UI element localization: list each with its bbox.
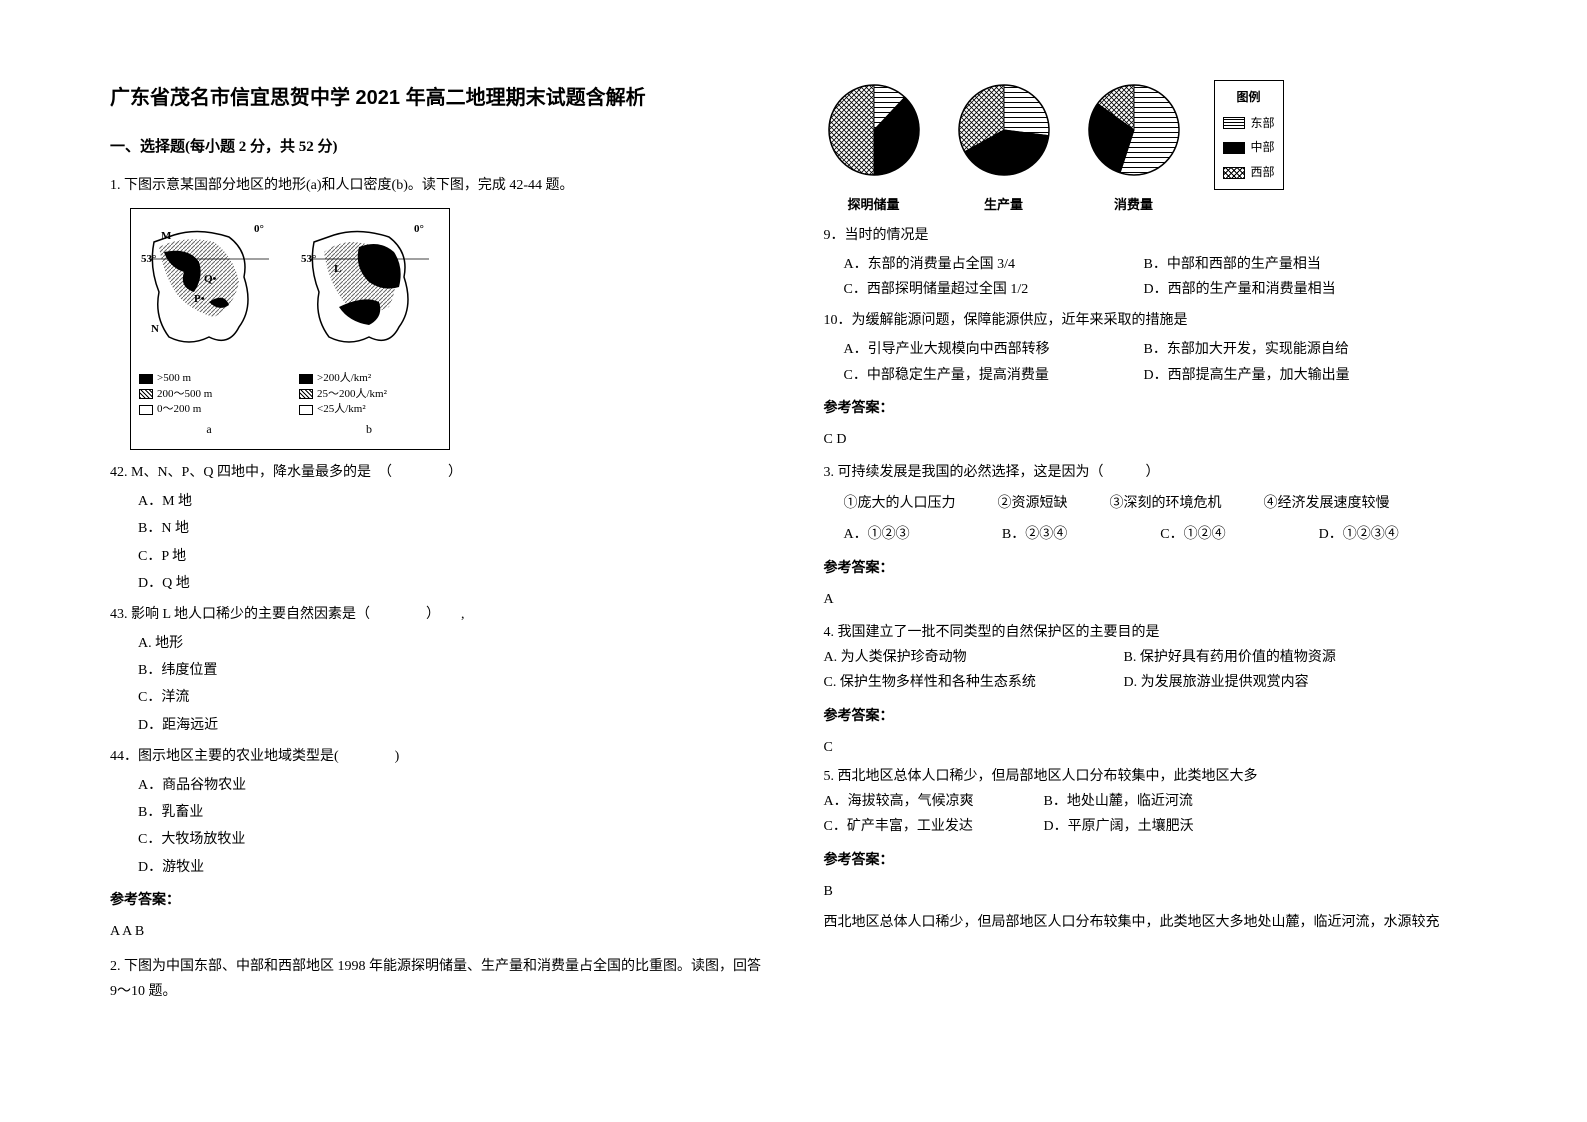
map-panel-b: L 0° 53° >200人/km² 25～200人/km² <25人/km² … — [299, 217, 439, 441]
map-container: M N P• Q• 0° 53° >500 m 200～500 m 0～200 … — [130, 208, 450, 450]
svg-text:Q•: Q• — [204, 273, 217, 285]
q3-items: ①庞大的人口压力 ②资源短缺 ③深刻的环境危机 ④经济发展速度较慢 — [844, 491, 1478, 516]
pie-row: 探明储量 生产量 消费量 图例 东部 中部 西部 — [824, 80, 1478, 217]
q5-answer: B — [824, 879, 1478, 904]
q43-opt-b: B．纬度位置 — [138, 658, 764, 683]
pie-production: 生产量 — [954, 80, 1054, 217]
q44-opt-b: B．乳畜业 — [138, 800, 764, 825]
pie2-svg — [954, 80, 1054, 180]
legend-west: 西部 — [1251, 162, 1275, 184]
q5-opt-b: B．地处山麓，临近河流 — [1044, 789, 1193, 814]
svg-text:M: M — [161, 230, 172, 242]
q43-options: A. 地形 B．纬度位置 C．洋流 D．距海远近 — [138, 631, 764, 738]
q44-opt-c: C．大牧场放牧业 — [138, 827, 764, 852]
pie-consumption: 消费量 — [1084, 80, 1184, 217]
q9-opt-c: C．西部探明储量超过全国 1/2 — [844, 277, 1144, 302]
right-column: 探明储量 生产量 消费量 图例 东部 中部 西部 9．当时的情况是 A．东部的消… — [794, 80, 1498, 1082]
q1-intro: 1. 下图示意某国部分地区的地形(a)和人口密度(b)。读下图，完成 42-44… — [110, 173, 764, 198]
q4-opt-d: D. 为发展旅游业提供观赏内容 — [1124, 670, 1309, 695]
pie1-label: 探明储量 — [824, 193, 924, 216]
q10-opt-d: D．西部提高生产量，加大输出量 — [1144, 363, 1350, 388]
svg-text:N: N — [151, 323, 159, 335]
pie-reserves: 探明储量 — [824, 80, 924, 217]
q9-opt-a: A．东部的消费量占全国 3/4 — [844, 252, 1144, 277]
q3-answer-header: 参考答案： — [824, 556, 1478, 581]
map-b-svg: L 0° 53° — [299, 217, 439, 367]
q2-intro: 2. 下图为中国东部、中部和西部地区 1998 年能源探明储量、生产量和消费量占… — [110, 954, 764, 1004]
pie1-svg — [824, 80, 924, 180]
pie2-label: 生产量 — [954, 193, 1054, 216]
lat-0: 0° — [254, 223, 264, 235]
q10-opt-a: A．引导产业大规模向中西部转移 — [844, 337, 1144, 362]
q4-options: A. 为人类保护珍奇动物B. 保护好具有药用价值的植物资源 C. 保护生物多样性… — [824, 645, 1478, 695]
q42-stem: 42. M、N、P、Q 四地中，降水量最多的是 （ ） — [110, 460, 764, 485]
legend-mid: 中部 — [1251, 137, 1275, 159]
q5-answer-header: 参考答案： — [824, 848, 1478, 873]
q4-opt-b: B. 保护好具有药用价值的植物资源 — [1124, 645, 1336, 670]
map-a-svg: M N P• Q• 0° 53° — [139, 217, 279, 367]
q9-options: A．东部的消费量占全国 3/4B．中部和西部的生产量相当 C．西部探明储量超过全… — [844, 252, 1478, 302]
q44-options: A．商品谷物农业 B．乳畜业 C．大牧场放牧业 D．游牧业 — [138, 773, 764, 880]
q10-options: A．引导产业大规模向中西部转移B．东部加大开发，实现能源自给 C．中部稳定生产量… — [844, 337, 1478, 387]
q4-answer-header: 参考答案： — [824, 704, 1478, 729]
q4-stem: 4. 我国建立了一批不同类型的自然保护区的主要目的是 — [824, 620, 1478, 645]
svg-text:P•: P• — [194, 293, 205, 305]
q1-answer-header: 参考答案： — [110, 888, 764, 913]
q3-answer: A — [824, 587, 1478, 612]
q42-opt-b: B．N 地 — [138, 516, 764, 541]
pie-legend: 图例 东部 中部 西部 — [1214, 80, 1284, 190]
section-header: 一、选择题(每小题 2 分，共 52 分) — [110, 134, 764, 161]
svg-text:0°: 0° — [414, 223, 424, 235]
left-column: 广东省茂名市信宜思贺中学 2021 年高二地理期末试题含解析 一、选择题(每小题… — [90, 80, 794, 1082]
q42-opt-a: A．M 地 — [138, 489, 764, 514]
q10-opt-b: B．东部加大开发，实现能源自给 — [1144, 337, 1349, 362]
q4-answer: C — [824, 735, 1478, 760]
q9-stem: 9．当时的情况是 — [824, 223, 1478, 248]
q3-opt-b: B．②③④ — [1002, 522, 1160, 547]
panel-a-label: a — [139, 419, 279, 441]
map-a-legend: >500 m 200～500 m 0～200 m — [139, 371, 279, 417]
q43-opt-d: D．距海远近 — [138, 713, 764, 738]
q10-opt-c: C．中部稳定生产量，提高消费量 — [844, 363, 1144, 388]
q3-options: A．①②③ B．②③④ C．①②④ D．①②③④ — [844, 522, 1478, 547]
svg-text:L: L — [334, 263, 341, 275]
q9-opt-b: B．中部和西部的生产量相当 — [1144, 252, 1321, 277]
q5-opt-c: C．矿产丰富，工业发达 — [824, 814, 1044, 839]
q42-opt-d: D．Q 地 — [138, 571, 764, 596]
q43-opt-a: A. 地形 — [138, 631, 764, 656]
q1-map-figure: M N P• Q• 0° 53° >500 m 200～500 m 0～200 … — [130, 208, 764, 450]
map-b-legend: >200人/km² 25～200人/km² <25人/km² — [299, 371, 439, 417]
q44-opt-d: D．游牧业 — [138, 855, 764, 880]
q2-answer: C D — [824, 427, 1478, 452]
q9-opt-d: D．西部的生产量和消费量相当 — [1144, 277, 1336, 302]
q43-opt-c: C．洋流 — [138, 685, 764, 710]
q44-stem: 44．图示地区主要的农业地域类型是( ) — [110, 744, 764, 769]
q1-answer: A A B — [110, 919, 764, 944]
q5-options: A．海拔较高，气候凉爽B．地处山麓，临近河流 C．矿产丰富，工业发达D．平原广阔… — [824, 789, 1478, 839]
panel-b-label: b — [299, 419, 439, 441]
pie-legend-title: 图例 — [1223, 87, 1275, 109]
exam-title: 广东省茂名市信宜思贺中学 2021 年高二地理期末试题含解析 — [110, 80, 764, 116]
legend-east: 东部 — [1251, 113, 1275, 135]
q4-opt-c: C. 保护生物多样性和各种生态系统 — [824, 670, 1124, 695]
q5-opt-d: D．平原广阔，土壤肥沃 — [1044, 814, 1194, 839]
q10-stem: 10．为缓解能源问题，保障能源供应，近年来采取的措施是 — [824, 308, 1478, 333]
q5-opt-a: A．海拔较高，气候凉爽 — [824, 789, 1044, 814]
q2-answer-header: 参考答案： — [824, 396, 1478, 421]
pie3-svg — [1084, 80, 1184, 180]
map-panel-a: M N P• Q• 0° 53° >500 m 200～500 m 0～200 … — [139, 217, 279, 441]
q43-stem: 43. 影响 L 地人口稀少的主要自然因素是（ ） , — [110, 602, 764, 627]
pie3-label: 消费量 — [1084, 193, 1184, 216]
q44-opt-a: A．商品谷物农业 — [138, 773, 764, 798]
q42-opt-c: C．P 地 — [138, 544, 764, 569]
q3-stem: 3. 可持续发展是我国的必然选择，这是因为（ ） — [824, 460, 1478, 485]
q5-stem: 5. 西北地区总体人口稀少，但局部地区人口分布较集中，此类地区大多 — [824, 764, 1478, 789]
q3-opt-d: D．①②③④ — [1319, 522, 1477, 547]
q3-opt-c: C．①②④ — [1160, 522, 1318, 547]
q4-opt-a: A. 为人类保护珍奇动物 — [824, 645, 1124, 670]
q5-explain: 西北地区总体人口稀少，但局部地区人口分布较集中，此类地区大多地处山麓，临近河流，… — [824, 910, 1478, 935]
q3-opt-a: A．①②③ — [844, 522, 1002, 547]
q42-options: A．M 地 B．N 地 C．P 地 D．Q 地 — [138, 489, 764, 596]
